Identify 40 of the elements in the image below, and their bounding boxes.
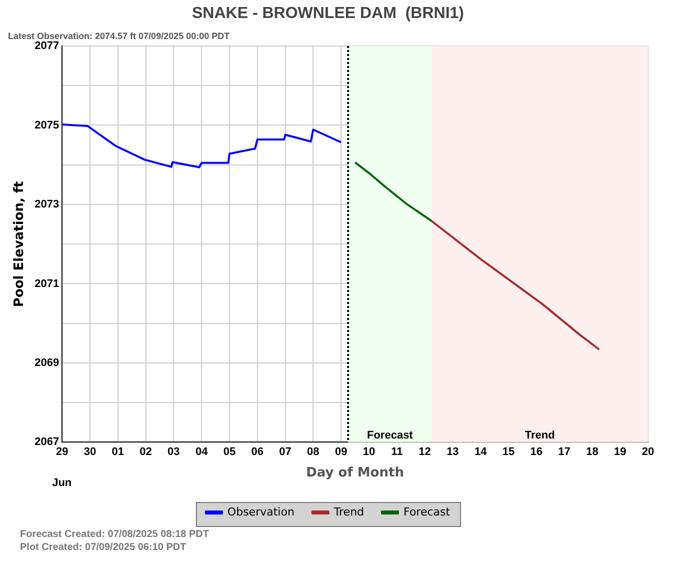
band-label: Trend <box>524 430 555 442</box>
x-tick-label: 12 <box>418 446 431 458</box>
x-tick-label: 18 <box>586 446 598 458</box>
x-tick-label: 29 <box>56 446 68 458</box>
x-tick-label: 05 <box>223 446 236 458</box>
x-tick-label: 06 <box>251 446 264 458</box>
y-tick-label: 2077 <box>34 40 60 52</box>
x-tick-label: 08 <box>307 446 320 458</box>
x-axis-title: Day of Month <box>306 466 404 481</box>
x-tick-label: 17 <box>558 446 570 458</box>
x-tick-label: 15 <box>502 446 515 458</box>
x-tick-label: 07 <box>279 446 292 458</box>
x-tick-label: 09 <box>334 446 348 458</box>
legend-label: Forecast <box>404 505 451 518</box>
y-tick-label: 2073 <box>34 198 60 211</box>
y-tick-label: 2071 <box>34 278 60 290</box>
x-tick-label: 01 <box>112 446 124 458</box>
x-tick-label: 30 <box>84 446 96 458</box>
x-tick-label: 20 <box>642 446 654 458</box>
chart-title: SNAKE - BROWNLEE DAM (BRNI1) <box>192 5 464 22</box>
text: Forecast Created: 07/08/2025 08:18 PDT <box>20 529 209 540</box>
y-axis-title: Pool Elevation, ft <box>12 181 28 308</box>
x-tick-label: 11 <box>391 446 403 458</box>
x-tick-label: 19 <box>614 446 626 458</box>
chart-subtitle: Latest Observation: 2074.57 ft 07/09/2025 00:00 PDT <box>8 31 230 42</box>
band-label: Forecast <box>366 430 414 442</box>
x-tick-label: 04 <box>195 446 209 458</box>
x-tick-label: 02 <box>140 446 152 458</box>
text: Plot Created: 07/09/2025 06:10 PDT <box>20 542 186 553</box>
legend-label: Trend <box>332 505 364 518</box>
x-tick-label: 03 <box>168 446 180 458</box>
x-tick-label: 16 <box>530 446 543 458</box>
y-tick-label: 2069 <box>34 356 60 369</box>
y-tick-label: 2067 <box>34 436 60 448</box>
x-tick-label: 14 <box>474 446 488 458</box>
y-tick-label: 2075 <box>34 119 60 132</box>
x-tick-label: 13 <box>446 446 459 458</box>
legend-label: Observation <box>227 505 294 518</box>
x-tick-label: 10 <box>362 446 376 458</box>
text: Jun <box>52 477 72 490</box>
